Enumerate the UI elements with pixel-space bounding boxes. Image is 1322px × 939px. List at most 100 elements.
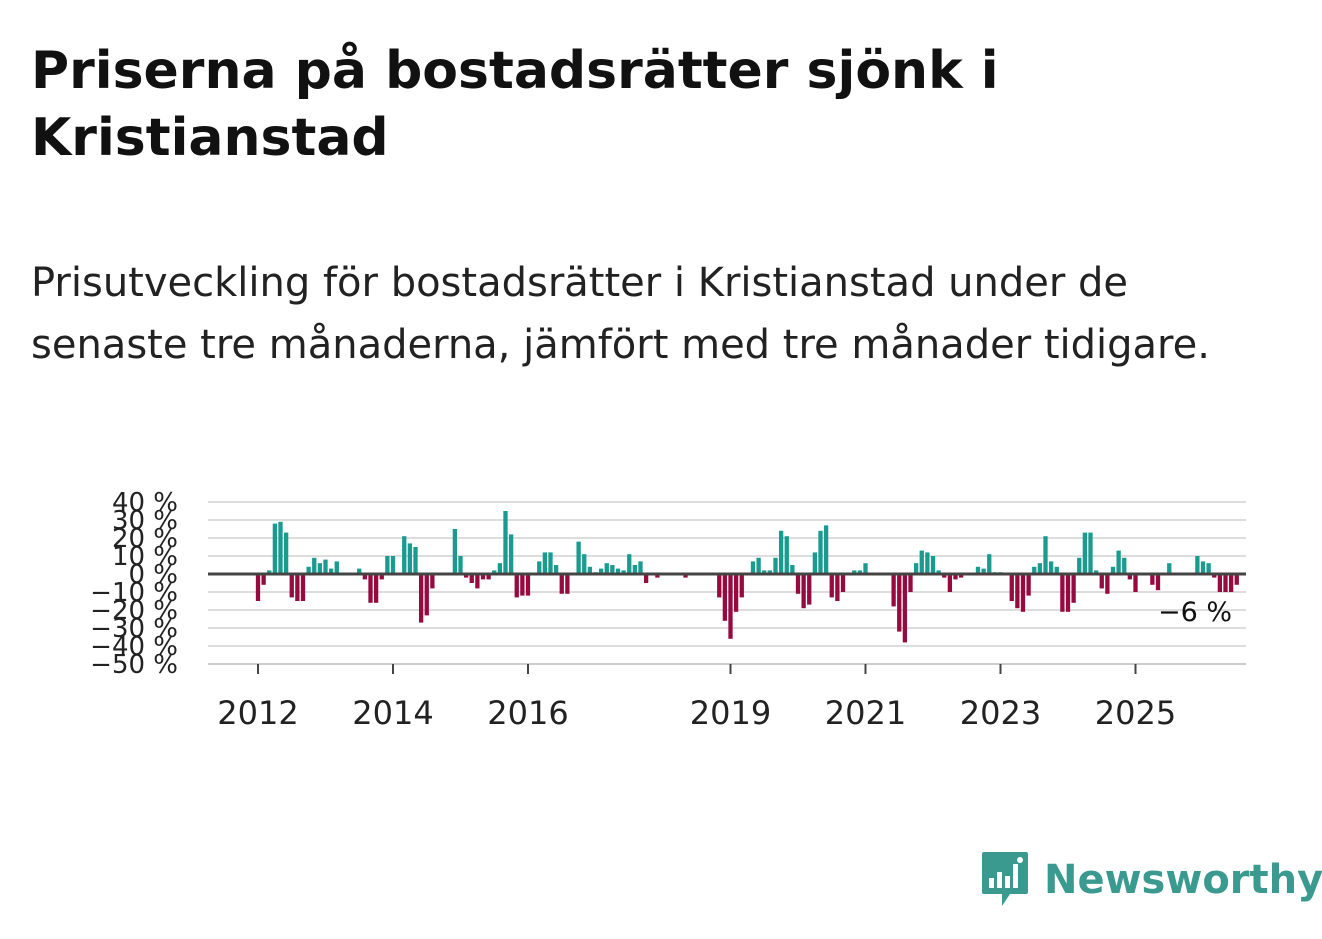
bar: [930, 556, 936, 574]
bar: [385, 556, 390, 574]
bar: [1206, 563, 1211, 574]
bar: [503, 511, 508, 574]
bar: [762, 570, 767, 574]
chart-subtitle: Prisutveckling för bostadsrätter i Krist…: [31, 260, 1210, 368]
bar: [840, 574, 846, 592]
bar: [559, 574, 564, 594]
newsworthy-logo-text: Newsworthy: [1044, 857, 1322, 903]
bar: [497, 563, 503, 574]
bar: [1099, 574, 1104, 589]
bar: [739, 574, 744, 598]
bar: [1200, 561, 1206, 574]
bar: [942, 574, 947, 578]
bar: [278, 521, 283, 574]
bar: [565, 574, 570, 594]
bar: [621, 570, 626, 574]
bar: [627, 554, 632, 574]
y-tick-label: 10 %: [112, 542, 178, 572]
bar: [469, 574, 474, 583]
x-tick-label: 2023: [960, 694, 1041, 732]
y-tick-label: 20 %: [112, 524, 178, 554]
bar: [767, 570, 773, 574]
bar: [891, 574, 896, 607]
bar: [908, 574, 913, 592]
bar: [1234, 574, 1239, 585]
bar: [604, 563, 609, 574]
bar: [852, 570, 857, 574]
bars: [255, 511, 1239, 643]
bar: [1048, 561, 1054, 574]
bar: [1037, 563, 1043, 574]
bar: [981, 568, 986, 574]
bar: [897, 574, 902, 632]
bar: [919, 550, 924, 574]
bar: [1015, 574, 1020, 609]
bar: [508, 534, 514, 574]
bar: [1195, 556, 1200, 574]
bar: [576, 541, 581, 574]
bar: [790, 565, 795, 574]
bar: [1116, 550, 1121, 574]
bar: [1167, 563, 1172, 574]
bar: [306, 566, 311, 574]
bar: [655, 574, 660, 578]
bar: [733, 574, 739, 612]
bar: [492, 570, 497, 574]
bar: [362, 574, 368, 580]
bar: [328, 568, 334, 574]
newsworthy-logo-icon: [982, 852, 1028, 906]
bar: [542, 552, 548, 574]
bar: [1228, 574, 1234, 592]
bar: [829, 574, 834, 598]
bar: [1212, 574, 1217, 578]
bar: [379, 574, 384, 580]
bar: [368, 574, 373, 603]
bar: [407, 543, 413, 574]
bar: [1088, 532, 1093, 574]
bar: [987, 554, 992, 574]
bar: [1127, 574, 1133, 580]
bar: [475, 574, 480, 589]
bar: [778, 530, 784, 574]
y-axis-tick-labels: 40 %30 %20 %10 %0 %−10 %−20 %−30 %−40 %−…: [90, 488, 178, 680]
bar: [801, 574, 806, 609]
bar: [452, 529, 458, 574]
bar: [480, 574, 486, 580]
bar: [463, 574, 469, 578]
bar: [1223, 574, 1228, 592]
bar: [373, 574, 379, 603]
bar: [357, 568, 362, 574]
bar: [1093, 570, 1099, 574]
y-tick-label: 40 %: [112, 488, 178, 518]
bar: [750, 561, 756, 574]
bar: [1105, 574, 1110, 594]
bar: [295, 574, 300, 601]
last-value-annotation: −6 %: [1158, 597, 1232, 628]
bar: [1020, 574, 1026, 612]
bar: [913, 563, 919, 574]
bar: [807, 574, 812, 605]
bar: [1054, 566, 1059, 574]
y-tick-label: 0 %: [128, 560, 178, 590]
bar: [418, 574, 424, 623]
bar: [975, 566, 981, 574]
bar: [1071, 574, 1076, 603]
bar: [334, 561, 339, 574]
bar: [1110, 566, 1116, 574]
y-tick-label: −10 %: [90, 578, 178, 608]
bar: [323, 559, 328, 574]
bar: [402, 536, 407, 574]
bar: [902, 574, 908, 643]
x-tick-label: 2021: [825, 694, 906, 732]
bar: [1032, 566, 1037, 574]
bar: [1217, 574, 1223, 592]
bar: [863, 563, 868, 574]
x-tick-label: 2012: [217, 694, 298, 732]
bar: [520, 574, 525, 596]
bar: [958, 574, 964, 578]
bar: [1122, 557, 1127, 574]
bar: [857, 570, 863, 574]
bar: [317, 563, 323, 574]
y-tick-label: −30 %: [90, 614, 178, 644]
bar: [812, 552, 818, 574]
